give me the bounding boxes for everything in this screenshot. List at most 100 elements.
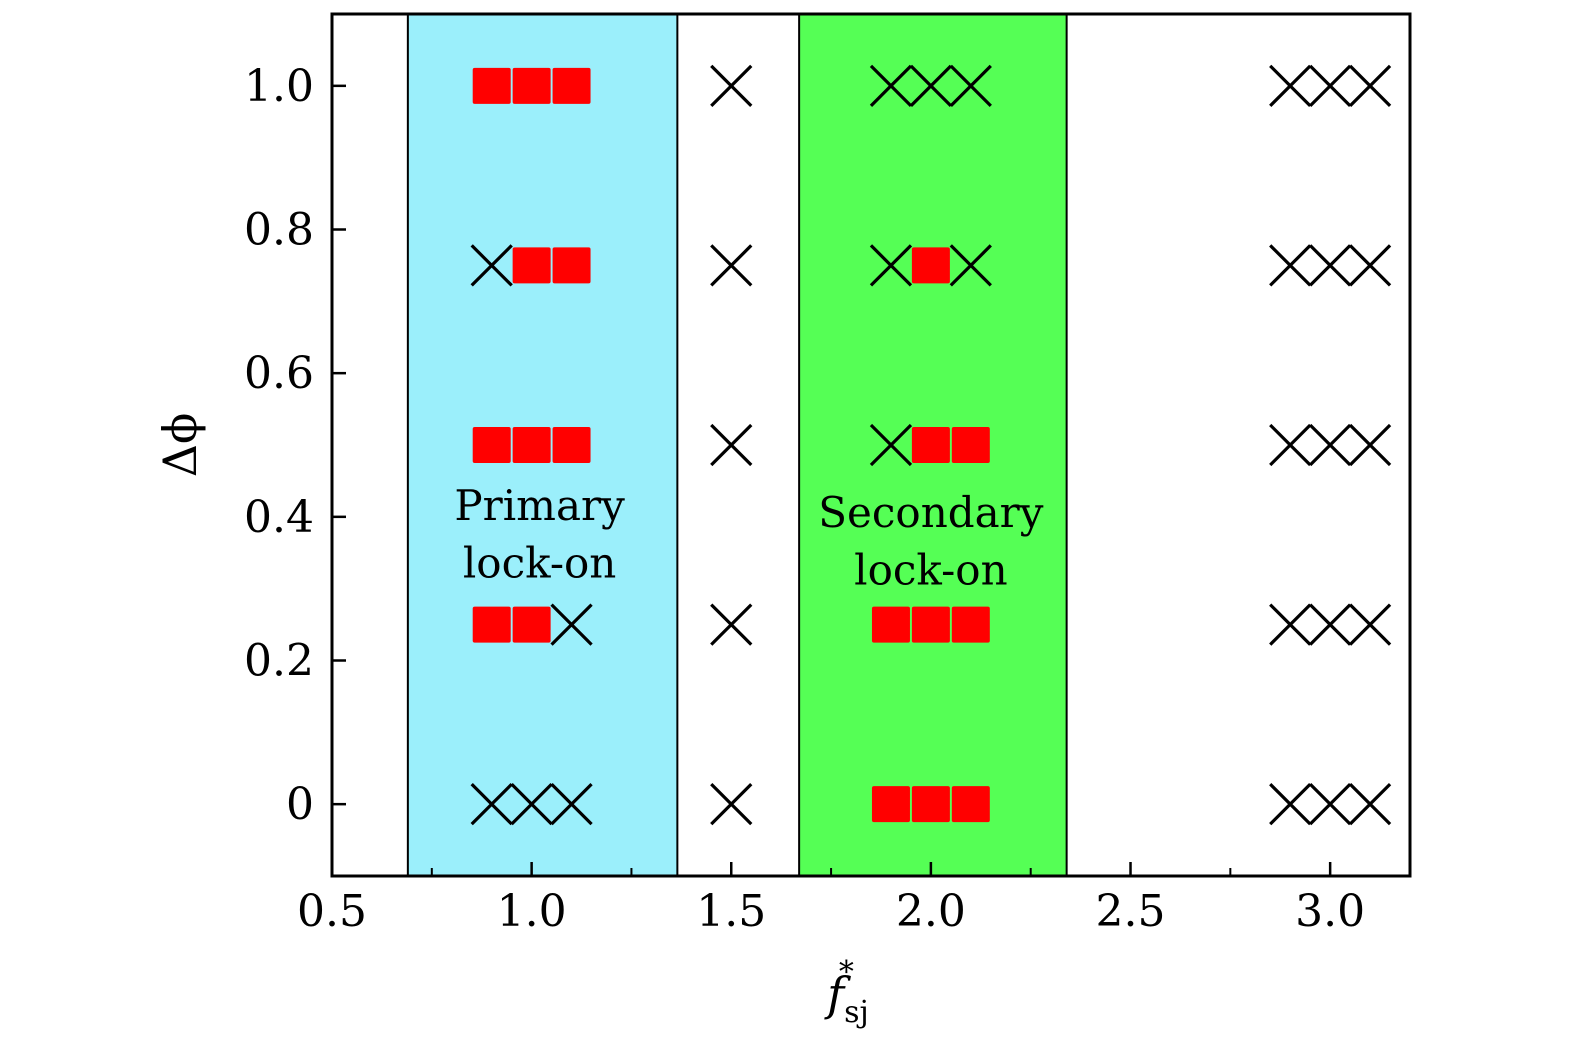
y-tick-label: 0.8 xyxy=(244,205,314,256)
no-lock-marker xyxy=(949,244,992,287)
no-lock-marker-stroke xyxy=(1269,64,1312,107)
no-lock-marker-stroke xyxy=(550,603,593,646)
no-lock-marker-stroke xyxy=(869,423,913,467)
data-markers xyxy=(470,64,1392,826)
y-tick-label: 0.2 xyxy=(244,636,314,687)
region-annotations: Primary lock-on Secondary lock-on xyxy=(454,481,1043,595)
no-lock-marker xyxy=(710,603,753,646)
no-lock-marker-stroke xyxy=(470,783,513,826)
no-lock-marker xyxy=(909,64,953,107)
no-lock-marker xyxy=(1348,244,1392,287)
y-tick-label: 0.6 xyxy=(244,348,314,399)
no-lock-marker-stroke xyxy=(1309,783,1352,826)
lock-marker xyxy=(911,606,950,643)
no-lock-marker xyxy=(710,783,753,826)
no-lock-marker-stroke xyxy=(869,64,913,107)
no-lock-marker-stroke xyxy=(1348,64,1392,107)
axis-ticks xyxy=(330,84,1332,876)
no-lock-marker xyxy=(510,783,553,826)
no-lock-marker-stroke xyxy=(470,244,513,287)
no-lock-marker-stroke xyxy=(1269,783,1312,826)
no-lock-marker-stroke xyxy=(710,64,753,107)
lock-marker xyxy=(512,606,551,643)
no-lock-marker-stroke xyxy=(710,244,753,287)
no-lock-marker xyxy=(869,423,913,467)
no-lock-marker-stroke xyxy=(869,244,913,287)
lock-marker xyxy=(552,67,591,104)
no-lock-marker-stroke xyxy=(1269,603,1312,646)
no-lock-marker-stroke xyxy=(1309,423,1352,467)
no-lock-marker xyxy=(1269,64,1312,107)
no-lock-marker xyxy=(1348,603,1392,646)
no-lock-marker xyxy=(869,244,913,287)
region-2-label: Secondary xyxy=(818,488,1043,537)
no-lock-marker-stroke xyxy=(1348,783,1392,826)
x-axis-label-sub: sj xyxy=(844,995,869,1030)
no-lock-marker-stroke xyxy=(550,783,593,826)
no-lock-marker xyxy=(470,783,513,826)
lock-marker xyxy=(951,786,990,823)
no-lock-marker xyxy=(949,64,992,107)
no-lock-marker-stroke xyxy=(949,64,992,107)
no-lock-marker xyxy=(470,244,513,287)
no-lock-marker xyxy=(1269,603,1312,646)
lock-marker xyxy=(871,606,910,643)
no-lock-marker-stroke xyxy=(1348,244,1392,287)
x-tick-label: 3.0 xyxy=(1295,886,1365,937)
no-lock-marker xyxy=(710,64,753,107)
no-lock-marker xyxy=(1309,783,1352,826)
no-lock-marker-stroke xyxy=(510,783,553,826)
y-axis-label: Δϕ xyxy=(153,413,207,478)
region-1-label: Primary xyxy=(454,481,625,530)
lock-marker xyxy=(512,247,551,284)
no-lock-marker-stroke xyxy=(1348,603,1392,646)
y-tick-label: 1.0 xyxy=(244,61,314,112)
lock-marker xyxy=(512,427,551,463)
lock-marker xyxy=(552,427,591,463)
no-lock-marker xyxy=(1348,423,1392,467)
no-lock-marker-stroke xyxy=(909,64,953,107)
lock-marker xyxy=(911,247,950,284)
lock-marker xyxy=(472,67,511,104)
no-lock-marker-stroke xyxy=(710,783,753,826)
no-lock-marker-stroke xyxy=(949,244,992,287)
x-tick-label: 2.5 xyxy=(1096,886,1166,937)
no-lock-marker xyxy=(1309,423,1352,467)
tick-labels: 0.5 1.0 1.5 2.0 2.5 3.0 0 0.2 0.4 0.6 0.8 1.0 xyxy=(244,61,1365,937)
lock-marker xyxy=(871,786,910,823)
x-tick-label: 1.0 xyxy=(497,886,567,937)
no-lock-marker xyxy=(1309,64,1352,107)
no-lock-marker xyxy=(1269,423,1312,467)
x-axis-label-sup: * xyxy=(839,955,854,990)
lock-marker xyxy=(911,427,950,463)
no-lock-marker xyxy=(1269,244,1312,287)
no-lock-marker-stroke xyxy=(1309,244,1352,287)
lock-marker xyxy=(951,427,990,463)
x-tick-label: 0.5 xyxy=(297,886,367,937)
no-lock-marker xyxy=(710,244,753,287)
no-lock-marker xyxy=(1348,783,1392,826)
no-lock-marker-stroke xyxy=(1269,244,1312,287)
plot-frame xyxy=(330,12,1412,878)
lock-marker xyxy=(951,606,990,643)
lock-marker xyxy=(552,247,591,284)
no-lock-marker-stroke xyxy=(710,423,753,467)
x-tick-label: 1.5 xyxy=(696,886,766,937)
y-tick-label: 0.4 xyxy=(244,492,314,543)
plot-border xyxy=(330,12,1412,878)
no-lock-marker xyxy=(1269,783,1312,826)
lock-marker xyxy=(512,67,551,104)
region-2-label: lock-on xyxy=(854,546,1007,595)
no-lock-marker xyxy=(1348,64,1392,107)
no-lock-marker xyxy=(550,783,593,826)
no-lock-marker-stroke xyxy=(1309,64,1352,107)
no-lock-marker xyxy=(1309,603,1352,646)
no-lock-marker-stroke xyxy=(1348,423,1392,467)
lock-marker xyxy=(472,606,511,643)
no-lock-marker-stroke xyxy=(710,603,753,646)
lock-marker xyxy=(472,427,511,463)
lock-marker xyxy=(911,786,950,823)
no-lock-marker-stroke xyxy=(1309,603,1352,646)
